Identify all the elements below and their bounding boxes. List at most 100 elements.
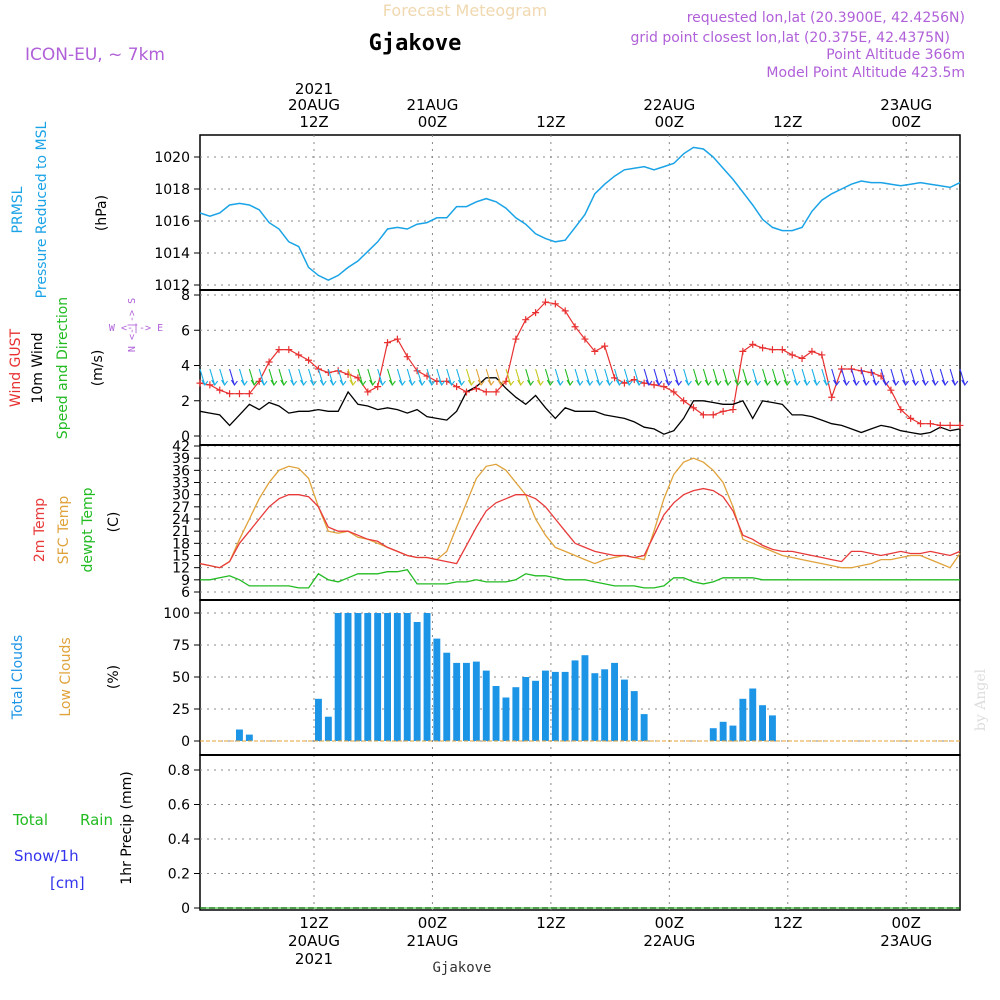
wind-arrow <box>850 368 860 387</box>
gust-marker <box>936 421 944 429</box>
gust-marker <box>591 347 599 355</box>
wind-arrow <box>416 368 426 387</box>
clouds-unit: (%) <box>106 665 122 689</box>
gust-marker <box>541 298 549 306</box>
cloud-bar <box>601 669 609 741</box>
gust-marker <box>660 383 668 391</box>
wind-arrow <box>752 368 761 387</box>
wind10-label: 10m Wind <box>30 332 46 403</box>
gust-marker <box>522 316 530 324</box>
gust-marker <box>472 384 480 392</box>
wind-arrow <box>525 368 534 387</box>
cloud-bar <box>640 714 648 741</box>
cloud-bar <box>354 613 362 741</box>
gust-marker <box>206 381 214 389</box>
gust-marker <box>630 376 638 384</box>
cloud-bar <box>245 734 253 741</box>
wind-arrow <box>209 368 219 387</box>
y-tick-label: 2 <box>181 394 190 410</box>
wind-arrow <box>485 368 495 387</box>
y-tick-label: 1016 <box>154 214 190 230</box>
bottom-time-label: 00Z <box>418 914 447 932</box>
cloud-bar <box>621 679 628 741</box>
gust-marker <box>739 347 747 355</box>
top-time-label: 00Z <box>655 113 684 131</box>
wind-arrow <box>959 368 969 387</box>
gust-marker <box>788 351 796 359</box>
wind-arrow <box>308 368 317 387</box>
gust-marker <box>551 300 559 308</box>
dew-temp-line <box>200 568 960 589</box>
gust-marker <box>571 323 579 331</box>
y-tick-label: 8 <box>181 288 190 304</box>
top-time-label: 00Z <box>418 113 447 131</box>
wind-arrow <box>515 368 525 387</box>
wind-arrow <box>199 368 209 387</box>
wind-arrow <box>564 368 574 387</box>
wind-arrow <box>475 368 485 387</box>
precip-total-label: Total <box>12 811 48 829</box>
y-tick-label: 0 <box>181 901 190 917</box>
wind-arrow <box>801 368 811 387</box>
wind-arrow <box>722 368 732 387</box>
y-tick-label: 100 <box>163 606 190 622</box>
cloud-bar <box>344 613 352 741</box>
wind-arrow <box>762 368 771 387</box>
y-tick-label: 18 <box>172 536 190 552</box>
y-tick-label: 75 <box>172 638 190 654</box>
wind-arrow <box>426 368 436 387</box>
cloud-bar <box>502 697 510 741</box>
cloud-bar <box>571 660 579 741</box>
y-tick-label: 50 <box>172 670 190 686</box>
wind-arrow <box>465 368 475 387</box>
cloud-bar <box>542 670 549 741</box>
wind-arrow <box>278 368 288 387</box>
bottom-location: Gjakove <box>432 960 491 976</box>
wind-arrow <box>929 368 939 387</box>
wind-arrow <box>446 368 455 387</box>
top-date-label: 23AUG <box>880 96 932 114</box>
wind-arrow <box>633 368 643 387</box>
gust-marker <box>601 342 609 350</box>
y-tick-label: 36 <box>172 463 190 479</box>
y-tick-label: 42 <box>172 439 190 455</box>
bottom-date-label: 20AUG <box>288 932 340 950</box>
y-tick-label: 1018 <box>154 182 190 198</box>
y-tick-label: 9 <box>181 573 190 589</box>
y-tick-label: 24 <box>172 512 190 528</box>
wind-arrow <box>692 368 702 387</box>
wind-arrow <box>771 368 781 387</box>
cloud-bar <box>749 688 757 741</box>
wind-arrow <box>584 368 594 387</box>
gust-marker <box>749 340 757 348</box>
bottom-time-label: 12Z <box>773 914 802 932</box>
gust-marker <box>344 370 352 378</box>
top-time-label: 00Z <box>892 113 921 131</box>
cloud-bar <box>443 652 451 741</box>
gust-marker <box>719 407 727 415</box>
gust-marker <box>926 420 934 428</box>
y-tick-label: 12 <box>172 561 190 577</box>
gust-marker <box>778 346 786 354</box>
wind-arrow <box>248 368 258 387</box>
gust-marker <box>245 390 253 398</box>
wind-arrow <box>396 368 406 387</box>
wind-arrow <box>821 368 831 387</box>
y-tick-label: 4 <box>181 359 190 375</box>
top-date-label: 20AUG <box>288 96 340 114</box>
wind-arrow <box>387 368 396 387</box>
y-tick-label: 1014 <box>154 246 190 262</box>
top-time-label: 12Z <box>299 113 328 131</box>
gust-marker <box>403 353 411 361</box>
gust-marker <box>462 388 470 396</box>
model-altitude: Model Point Altitude 423.5m <box>766 65 965 81</box>
precip-axis-label: 1hr Precip (mm) <box>119 771 135 884</box>
gust-marker <box>364 388 372 396</box>
y-tick-label: 0.8 <box>168 763 190 779</box>
wind-arrow <box>456 368 465 387</box>
wind-arrow <box>604 368 613 387</box>
bottom-year-label: 2021 <box>295 950 333 968</box>
gust-marker <box>680 397 688 405</box>
cloud-bar <box>472 661 480 741</box>
wind-arrow <box>870 368 880 387</box>
